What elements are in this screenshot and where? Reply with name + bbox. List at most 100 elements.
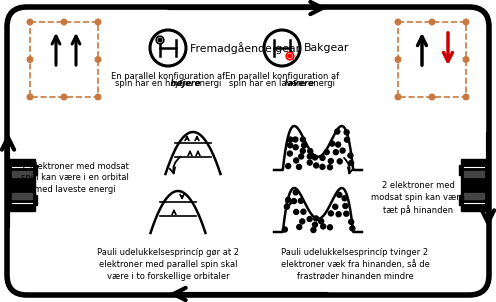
Circle shape [288,54,292,58]
Circle shape [336,212,341,217]
Circle shape [61,94,67,100]
Text: Fremadgående gear: Fremadgående gear [190,42,300,54]
Circle shape [286,52,294,60]
Circle shape [158,38,162,42]
Circle shape [395,57,401,62]
Circle shape [293,137,298,142]
Circle shape [349,160,354,165]
Circle shape [297,224,302,230]
Circle shape [349,219,354,224]
Text: En parallel konfiguration af: En parallel konfiguration af [225,72,339,81]
Polygon shape [464,171,484,177]
Circle shape [287,151,292,156]
Polygon shape [34,165,37,175]
Circle shape [293,145,298,150]
Circle shape [333,204,338,209]
Circle shape [328,211,333,216]
Circle shape [327,165,332,170]
Circle shape [343,204,348,208]
Circle shape [156,36,164,44]
Circle shape [264,30,300,66]
Circle shape [344,211,349,216]
Circle shape [328,159,333,164]
Polygon shape [464,193,484,199]
Circle shape [301,137,306,142]
Circle shape [150,30,186,66]
Circle shape [320,156,325,160]
Text: spin har en højere energi: spin har en højere energi [115,79,221,88]
Circle shape [294,209,299,214]
Circle shape [327,225,332,230]
Circle shape [335,129,340,134]
Text: lavere: lavere [250,79,314,88]
Circle shape [27,19,33,25]
Circle shape [340,148,345,153]
Circle shape [307,217,312,222]
Circle shape [345,137,350,142]
Polygon shape [461,159,487,211]
Circle shape [336,142,341,147]
Text: Pauli udelukkelsesprincíp tvinger 2
elektroner væk fra hinanden, så de
frastrøde: Pauli udelukkelsesprincíp tvinger 2 elek… [281,248,430,281]
Circle shape [308,149,312,154]
Text: 2 elektroner med modsat
spin kan være i en orbital
med laveste energi: 2 elektroner med modsat spin kan være i … [21,162,129,194]
Circle shape [318,219,323,224]
Circle shape [344,130,349,135]
Circle shape [463,57,469,62]
Text: Bakgear: Bakgear [304,43,349,53]
Circle shape [286,197,291,202]
Text: højere: højere [136,79,200,88]
Circle shape [342,196,347,201]
Circle shape [313,216,318,221]
Polygon shape [459,195,462,205]
Circle shape [302,143,307,148]
Circle shape [321,224,326,229]
Circle shape [288,143,293,148]
Circle shape [429,94,435,100]
Circle shape [312,155,317,160]
Circle shape [395,19,401,25]
Circle shape [429,19,435,25]
Circle shape [337,192,342,197]
Text: spin har en lavere energi: spin har en lavere energi [229,79,335,88]
Circle shape [350,226,355,231]
Circle shape [300,219,305,224]
Text: Pauli udelukkelsesprincíp gør at 2
elektroner med parallel spin skal
være i to f: Pauli udelukkelsesprincíp gør at 2 elekt… [97,248,239,281]
Circle shape [312,222,317,227]
Circle shape [27,57,33,62]
Circle shape [348,153,353,158]
Circle shape [95,57,101,62]
Circle shape [284,204,289,209]
Polygon shape [486,165,489,175]
Text: En parallel konfiguration af: En parallel konfiguration af [111,72,225,81]
Circle shape [320,164,325,169]
Polygon shape [7,165,10,175]
Circle shape [95,19,101,25]
Circle shape [282,227,287,232]
Circle shape [294,158,299,163]
Circle shape [313,163,318,168]
Circle shape [95,94,101,100]
Circle shape [324,150,329,155]
Circle shape [61,19,67,25]
Circle shape [299,198,304,203]
Circle shape [308,154,312,159]
Circle shape [293,190,298,195]
Circle shape [395,94,401,100]
Circle shape [27,94,33,100]
Circle shape [463,94,469,100]
Polygon shape [12,171,32,177]
Polygon shape [459,165,462,175]
Circle shape [299,154,304,159]
Circle shape [288,137,293,142]
Polygon shape [9,159,35,211]
Circle shape [300,148,305,153]
Circle shape [463,19,469,25]
Circle shape [333,150,338,155]
Circle shape [286,164,291,169]
Polygon shape [7,195,10,205]
Circle shape [297,164,302,169]
Circle shape [292,199,297,204]
Circle shape [301,209,306,214]
Text: 2 elektroner med
modsat spin kan være
tæt på hinanden: 2 elektroner med modsat spin kan være tæ… [371,181,465,215]
Polygon shape [486,195,489,205]
